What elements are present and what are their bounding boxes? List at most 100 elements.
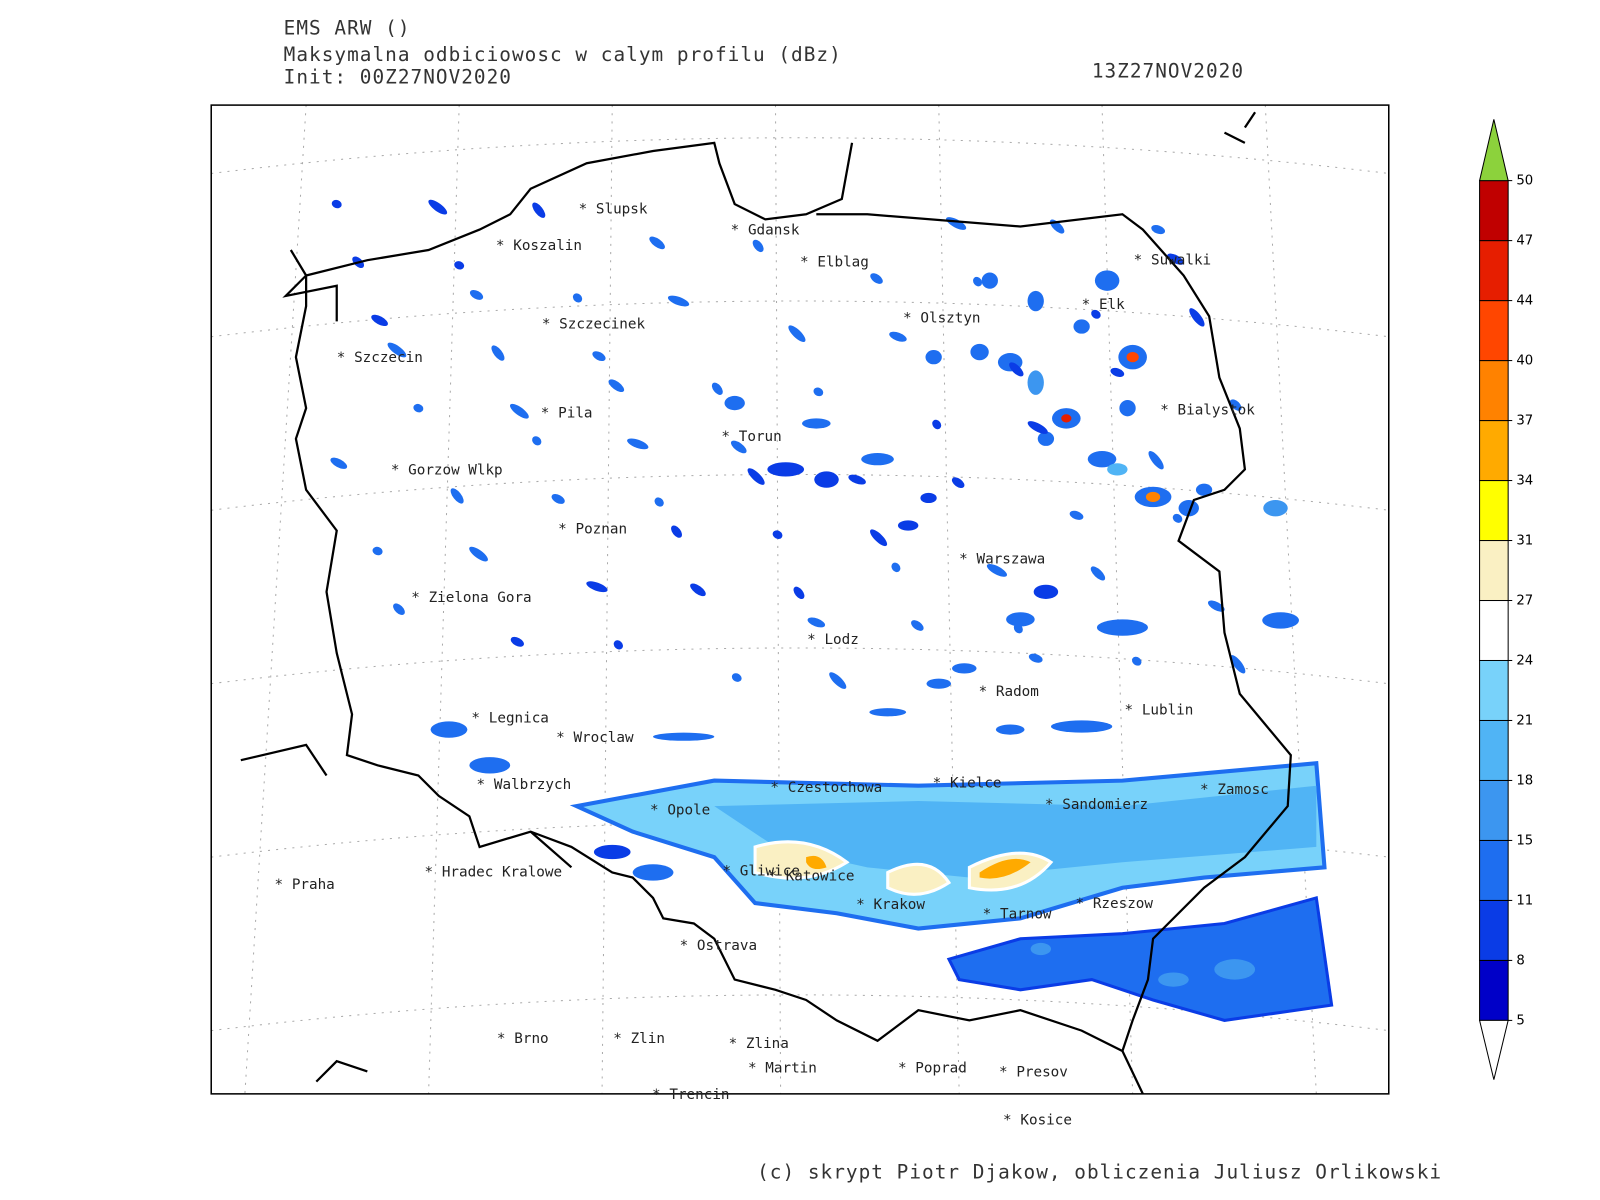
city-label: Legnica	[489, 710, 549, 726]
precip-cell	[454, 261, 465, 270]
city-label: Praha	[292, 877, 335, 893]
city-marker: *	[959, 551, 968, 567]
city-marker: *	[898, 1060, 907, 1076]
precip-cell	[1028, 653, 1043, 663]
precip-cell	[925, 349, 942, 365]
city-label: Koszalin	[513, 238, 582, 254]
precip-cell	[413, 403, 424, 413]
city-label: Tarnow	[1000, 906, 1052, 922]
precip-cell	[1195, 483, 1213, 496]
precip-cells	[330, 199, 1299, 987]
colorbar-band	[1479, 420, 1509, 482]
precip-cell	[671, 525, 682, 538]
precip-cell	[870, 273, 883, 284]
precip-cell	[649, 236, 665, 250]
precip-cell	[711, 382, 723, 395]
precip-cell	[654, 497, 664, 507]
city-marker: *	[496, 238, 505, 254]
precip-cell	[532, 202, 546, 218]
map-frame	[210, 104, 1390, 1095]
precip-cell	[1148, 451, 1164, 470]
city-label: Martin	[765, 1060, 817, 1076]
colorbar-over	[1478, 119, 1509, 182]
city-marker: *	[274, 877, 283, 893]
city-label: Torun	[739, 429, 782, 445]
precip-cell	[690, 583, 706, 597]
precip-cell	[1214, 959, 1256, 980]
city-label: Radom	[996, 684, 1039, 700]
colorbar-label: 27	[1516, 594, 1533, 609]
city-marker: *	[748, 1060, 757, 1076]
precip-cell	[986, 564, 1008, 577]
precip-cell	[1006, 612, 1035, 627]
precip-cell	[627, 438, 649, 450]
colorbar-under	[1478, 1019, 1509, 1080]
city-marker: *	[542, 317, 551, 333]
precip-cell	[532, 436, 542, 446]
city-label: Slupsk	[596, 201, 648, 217]
precip-cell	[1090, 566, 1106, 581]
colorbar-band	[1479, 180, 1509, 242]
precip-cell	[1094, 270, 1120, 291]
city-label: Zlin	[631, 1031, 665, 1047]
city-label: Gdansk	[748, 223, 800, 239]
precip-cell	[469, 546, 488, 562]
precip-cell	[1145, 491, 1161, 503]
figure: EMS ARW () Maksymalna odbiciowosc w caly…	[210, 17, 1533, 1184]
colorbar-label: 21	[1516, 714, 1533, 729]
precip-cell	[1119, 399, 1136, 417]
precip-cell	[788, 325, 806, 343]
precip-cell	[1263, 499, 1288, 517]
city-label: Poprad	[915, 1060, 967, 1076]
city-marker: *	[558, 522, 567, 538]
precip-cell	[1051, 720, 1113, 733]
precip-cell	[1172, 513, 1183, 523]
city-marker: *	[729, 1036, 738, 1052]
city-label: Suwalki	[1151, 252, 1211, 268]
city-marker: *	[983, 906, 992, 922]
precip-cell	[981, 272, 998, 289]
precip-cell	[667, 295, 690, 307]
colorbar-band	[1479, 300, 1509, 362]
precip-cell	[469, 289, 484, 300]
city-marker: *	[541, 405, 550, 421]
precip-cell	[869, 708, 907, 717]
precip-cell	[1027, 290, 1044, 312]
colorbar-band	[1479, 779, 1509, 841]
colorbar-label: 11	[1516, 894, 1533, 909]
city-marker: *	[770, 780, 779, 796]
precip-cell	[1126, 352, 1139, 363]
precip-cell	[613, 640, 624, 650]
precip-cell	[450, 488, 464, 504]
city-marker: *	[652, 1087, 661, 1103]
city-marker: *	[807, 632, 816, 648]
precip-cell	[1009, 362, 1024, 377]
city-marker: *	[1076, 896, 1085, 912]
precip-cell	[897, 520, 919, 531]
precip-cell	[970, 343, 989, 361]
colorbar: 5 8 11 15 18 21 24 27 31 34 37 40 44 47 50	[1478, 119, 1533, 1080]
precip-cell	[586, 581, 608, 593]
colorbar-band	[1479, 839, 1509, 901]
city-label: Zlina	[746, 1036, 789, 1052]
precip-cell	[330, 457, 348, 469]
city-label: Olsztyn	[920, 310, 980, 326]
precip-cell	[1061, 414, 1072, 423]
map	[211, 105, 1389, 1094]
precip-cell	[870, 529, 888, 547]
city-label: Kielce	[950, 776, 1002, 792]
precip-cell	[572, 293, 583, 303]
city-marker: *	[722, 864, 731, 880]
city-label: Zielona Gora	[429, 590, 532, 606]
precip-cell	[1207, 600, 1225, 612]
precip-cell	[1262, 612, 1299, 629]
precip-cell	[747, 468, 765, 485]
precip-cell	[793, 586, 805, 600]
precip-cell	[731, 673, 742, 682]
precip-cell	[510, 636, 524, 647]
precip-cell	[1027, 370, 1044, 395]
city-label: Wroclaw	[573, 730, 634, 746]
precip-cell	[1110, 367, 1125, 377]
city-marker: *	[731, 223, 740, 239]
